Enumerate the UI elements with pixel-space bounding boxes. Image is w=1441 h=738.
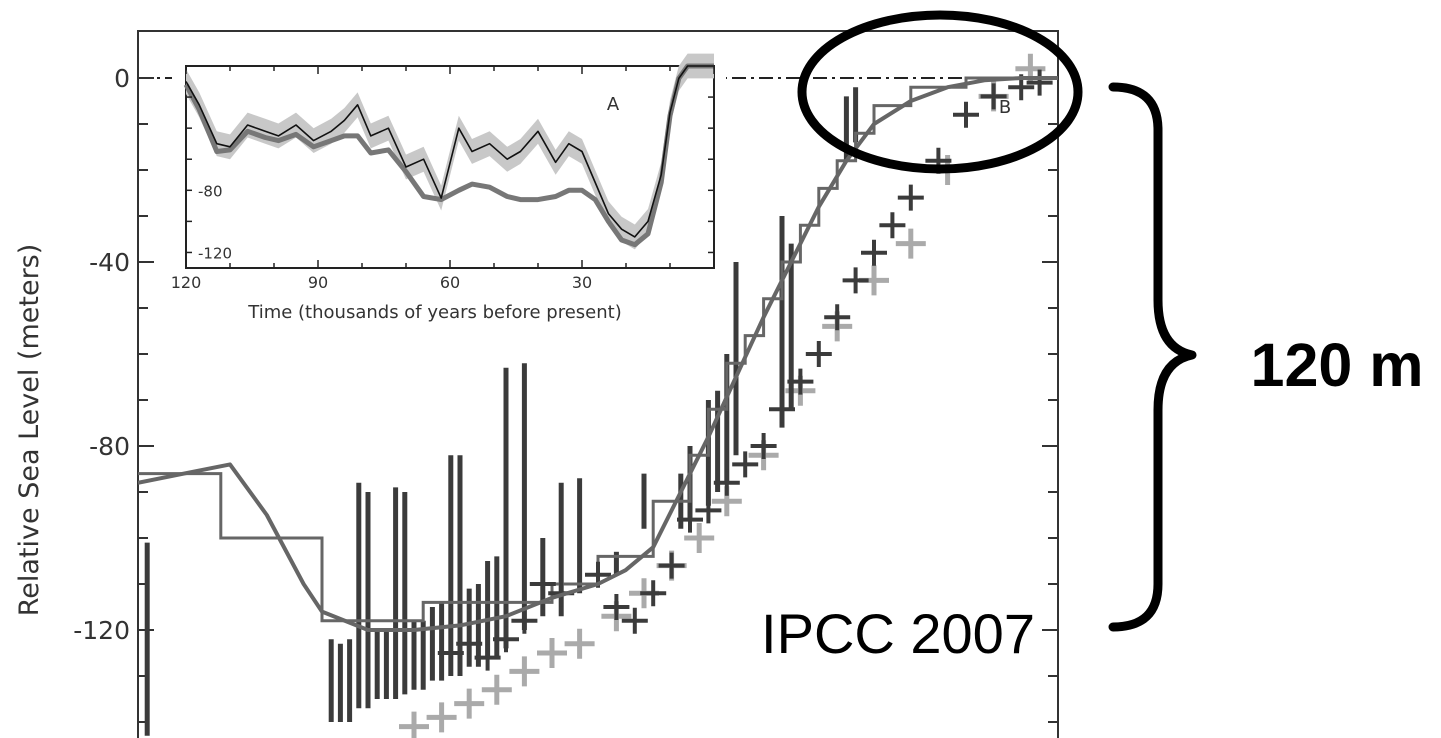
y-axis-label: Relative Sea Level (meters): [14, 244, 45, 617]
y-tick-label: -80: [89, 432, 130, 461]
inset-data-layer: [183, 53, 714, 250]
cross-point-light: [426, 702, 457, 733]
main-data-clip: [138, 53, 1058, 738]
cross-point-dark: [861, 239, 887, 266]
cross-point-dark: [640, 580, 667, 607]
cross-point-light: [564, 628, 595, 659]
panel-b-label: B: [999, 97, 1011, 118]
cross-point-light: [481, 674, 512, 705]
inset-x-axis-label: Time (thousands of years before present): [247, 302, 621, 323]
cross-point-dark: [529, 571, 556, 597]
cross-point-dark: [658, 552, 685, 579]
cross-point-dark: [897, 184, 924, 211]
cross-point-light: [509, 656, 540, 687]
cross-point-dark: [787, 368, 814, 395]
plot-frame: [137, 30, 1059, 738]
cross-point-light: [895, 228, 926, 259]
y-axis-tick-labels: 0 -40 -80 -120: [73, 64, 130, 645]
cross-point-dark: [769, 396, 795, 423]
cross-point-dark: [695, 497, 722, 524]
cross-point-dark: [732, 451, 759, 478]
main-data-layer: [138, 53, 1058, 738]
inset-y-tick-label: -80: [198, 182, 223, 200]
cross-point-dark: [493, 626, 519, 653]
curly-brace: [1108, 82, 1197, 632]
cross-point-dark: [603, 594, 630, 620]
inset-ticks: 120 90 60 30 -80 -120: [171, 65, 715, 292]
inset-thick-line: [183, 63, 714, 248]
inset-panel: 120 90 60 30 -80 -120 A Time (thousands of ye…: [171, 53, 726, 326]
cross-point-dark: [437, 640, 464, 666]
cross-point-dark: [456, 630, 483, 657]
cross-point-dark: [824, 304, 851, 331]
cross-point-light: [454, 688, 485, 719]
amplitude-label: 120 m: [1251, 331, 1424, 399]
inset-x-tick-label: 30: [572, 273, 592, 292]
cross-point-dark: [621, 607, 648, 634]
cross-point-dark: [980, 83, 1007, 110]
inset-y-tick-label: -120: [198, 244, 232, 262]
inset-uncertainty-band: [186, 53, 714, 250]
cross-point-light: [537, 638, 567, 668]
cross-point-dark: [474, 644, 501, 671]
cross-point-light: [399, 711, 429, 738]
inset-x-tick-label: 90: [308, 273, 328, 292]
cross-point-dark: [511, 607, 538, 634]
inset-background: [172, 56, 726, 326]
inset-panel-label: A: [607, 94, 620, 115]
cross-point-dark: [713, 469, 740, 496]
inset-thin-line: [185, 65, 714, 238]
y-tick-label: -40: [89, 248, 130, 277]
y-tick-label: -120: [73, 616, 130, 645]
cross-point-dark: [1026, 69, 1053, 96]
cross-point-dark: [879, 212, 906, 239]
y-tick-label: 0: [114, 64, 130, 93]
main-curve-line: [138, 76, 1058, 632]
inset-x-tick-label: 60: [440, 273, 460, 292]
source-label: IPCC 2007: [761, 602, 1035, 665]
cross-point-dark: [953, 101, 979, 128]
cross-point-light: [684, 523, 715, 553]
cross-point-dark: [750, 433, 777, 459]
highlight-ellipse: [797, 10, 1083, 174]
cross-point-dark: [842, 267, 869, 294]
inset-x-tick-label: 120: [171, 273, 202, 292]
cross-point-dark: [805, 341, 832, 367]
cross-point-dark: [677, 506, 703, 533]
